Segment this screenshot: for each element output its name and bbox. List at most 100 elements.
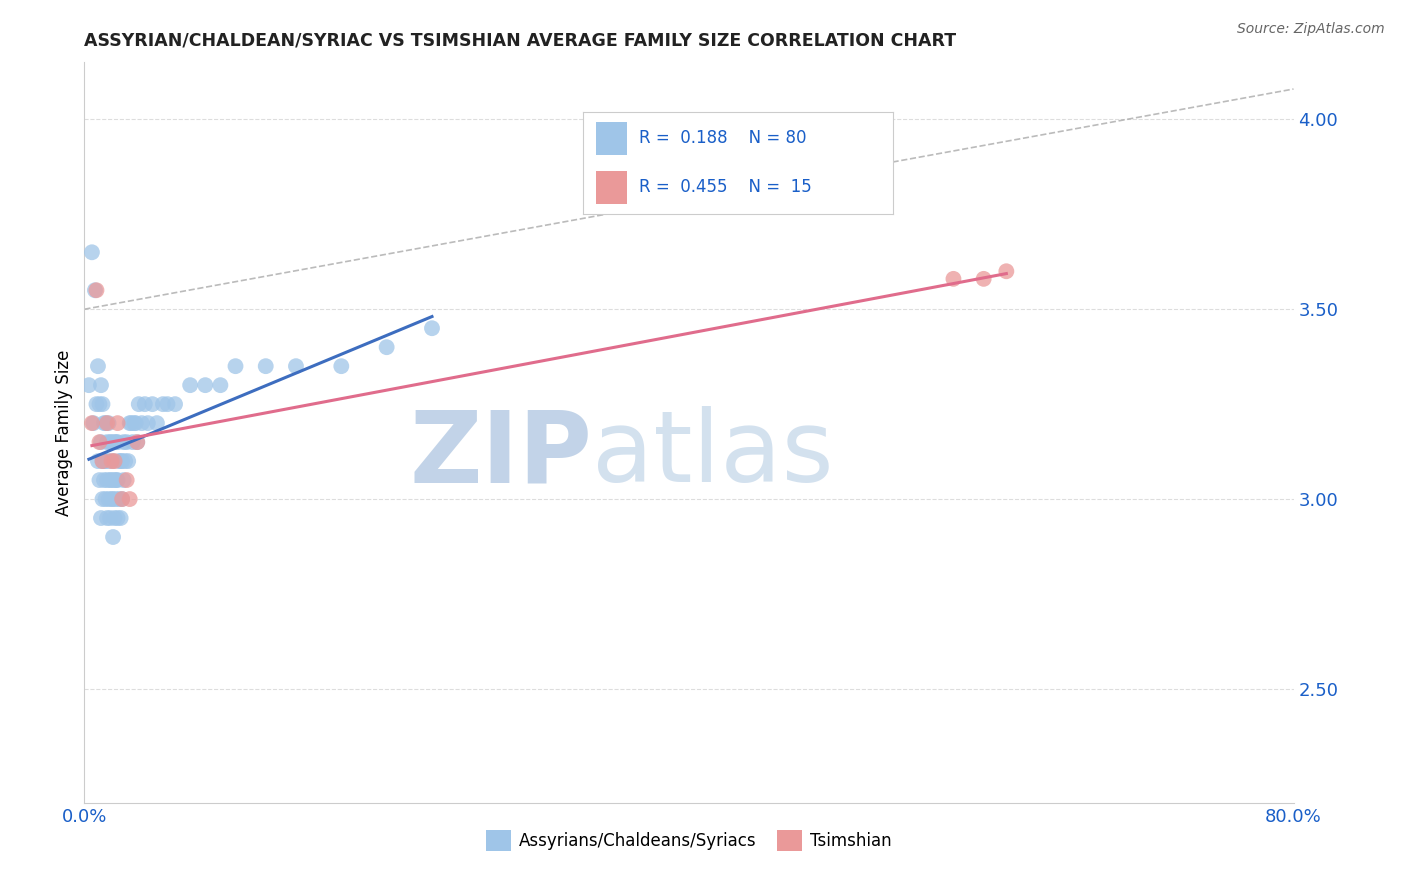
Point: [91, 454, 114, 468]
Point: [122, 416, 145, 430]
Point: [127, 435, 149, 450]
Point: [179, 378, 201, 392]
Point: [91, 491, 114, 506]
Point: [107, 473, 129, 487]
Point: [100, 454, 122, 468]
Point: [330, 359, 353, 374]
Text: ASSYRIAN/CHALDEAN/SYRIAC VS TSIMSHIAN AVERAGE FAMILY SIZE CORRELATION CHART: ASSYRIAN/CHALDEAN/SYRIAC VS TSIMSHIAN AV…: [84, 32, 956, 50]
Point: [131, 416, 153, 430]
Point: [90, 435, 112, 450]
Point: [165, 397, 187, 411]
Point: [91, 454, 114, 468]
Point: [285, 359, 308, 374]
Point: [101, 491, 124, 506]
Point: [90, 511, 112, 525]
Point: [111, 491, 134, 506]
Point: [111, 454, 134, 468]
Point: [121, 435, 143, 450]
Point: [100, 435, 122, 450]
Point: [120, 416, 142, 430]
Point: [375, 340, 398, 354]
Point: [108, 454, 131, 468]
Text: R =  0.455    N =  15: R = 0.455 N = 15: [640, 178, 811, 196]
Point: [91, 397, 114, 411]
Point: [93, 416, 115, 430]
Text: R =  0.188    N = 80: R = 0.188 N = 80: [640, 129, 807, 147]
Point: [94, 491, 117, 506]
Point: [96, 473, 118, 487]
Point: [93, 454, 115, 468]
Point: [112, 473, 135, 487]
Point: [107, 416, 129, 430]
Point: [420, 321, 443, 335]
Point: [134, 397, 156, 411]
Point: [86, 397, 108, 411]
Point: [209, 378, 232, 392]
Point: [141, 397, 163, 411]
Point: [96, 416, 118, 430]
Point: [254, 359, 277, 374]
Point: [86, 283, 108, 297]
FancyBboxPatch shape: [596, 171, 627, 204]
Point: [105, 435, 128, 450]
Point: [973, 272, 995, 286]
Point: [104, 473, 127, 487]
Point: [101, 530, 124, 544]
Text: Source: ZipAtlas.com: Source: ZipAtlas.com: [1237, 22, 1385, 37]
Point: [117, 454, 139, 468]
Point: [77, 378, 100, 392]
Point: [104, 435, 127, 450]
Point: [152, 397, 174, 411]
Point: [225, 359, 247, 374]
Point: [136, 416, 159, 430]
Point: [98, 511, 121, 525]
Point: [94, 416, 117, 430]
Text: ZIP: ZIP: [409, 407, 592, 503]
Point: [128, 397, 150, 411]
Point: [101, 454, 124, 468]
Point: [89, 473, 111, 487]
Point: [98, 473, 121, 487]
Point: [97, 416, 120, 430]
Point: [89, 435, 111, 450]
Point: [104, 511, 127, 525]
Point: [156, 397, 179, 411]
Point: [87, 454, 110, 468]
Point: [194, 378, 217, 392]
Point: [105, 491, 128, 506]
Point: [107, 435, 129, 450]
Point: [112, 435, 135, 450]
Point: [80, 245, 103, 260]
Point: [118, 416, 141, 430]
Text: atlas: atlas: [592, 407, 834, 503]
Point: [107, 511, 129, 525]
Point: [97, 454, 120, 468]
Legend: Assyrians/Chaldeans/Syriacs, Tsimshian: Assyrians/Chaldeans/Syriacs, Tsimshian: [479, 823, 898, 857]
Point: [115, 473, 138, 487]
Point: [104, 454, 127, 468]
Point: [995, 264, 1018, 278]
Point: [108, 491, 131, 506]
Point: [98, 435, 121, 450]
Point: [110, 511, 132, 525]
Point: [96, 511, 118, 525]
FancyBboxPatch shape: [596, 122, 627, 154]
Point: [118, 491, 141, 506]
Point: [127, 435, 149, 450]
Point: [94, 454, 117, 468]
Point: [125, 416, 148, 430]
Point: [89, 397, 111, 411]
Point: [87, 359, 110, 374]
Point: [84, 283, 107, 297]
Point: [110, 454, 132, 468]
Point: [96, 435, 118, 450]
Point: [100, 491, 122, 506]
Point: [114, 454, 136, 468]
Point: [111, 491, 134, 506]
Point: [115, 435, 138, 450]
Point: [100, 473, 122, 487]
Point: [82, 416, 104, 430]
Point: [93, 473, 115, 487]
Point: [105, 473, 128, 487]
Point: [97, 491, 120, 506]
